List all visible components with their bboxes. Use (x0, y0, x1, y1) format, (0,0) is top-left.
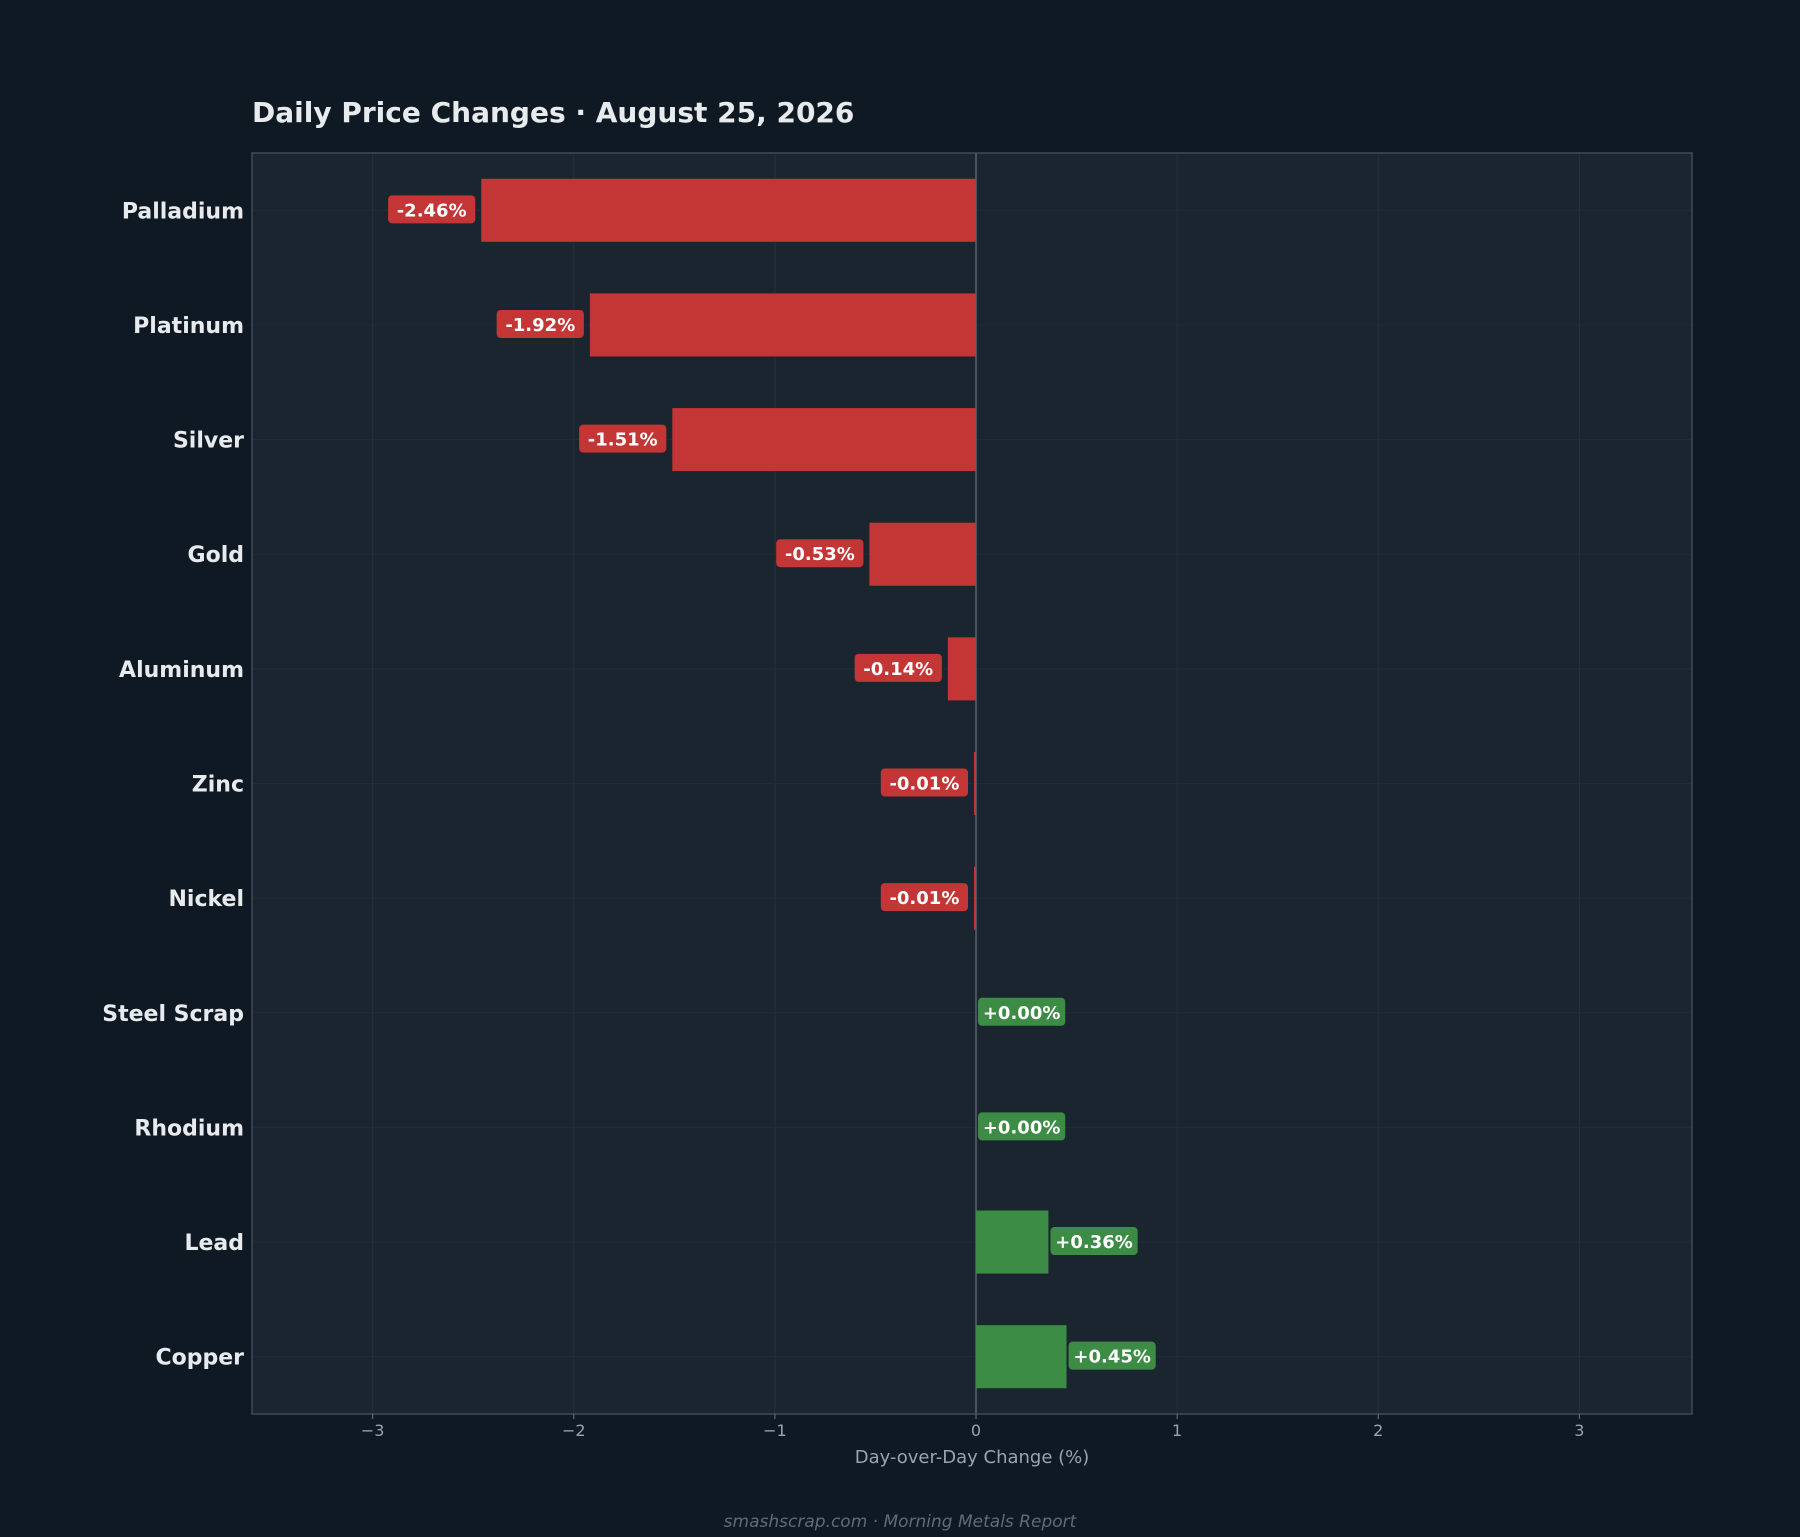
data-label-badge (1068, 1341, 1156, 1370)
x-tick-label: −2 (562, 1421, 586, 1440)
bar-aluminum (947, 637, 977, 701)
data-label-badge (978, 997, 1066, 1026)
x-axis-label: Day-over-Day Change (%) (855, 1447, 1090, 1468)
bar-silver (672, 408, 977, 472)
bar-lead (976, 1210, 1049, 1274)
data-label-badge (388, 195, 476, 224)
data-label: +0.00% (983, 1117, 1061, 1138)
x-tick-labels: −3 −2 −1 0 1 2 3 (361, 1414, 1584, 1440)
data-label: -0.01% (889, 774, 959, 795)
data-label: -1.51% (588, 430, 658, 451)
data-label: -1.92% (505, 315, 575, 336)
data-label: -2.46% (397, 200, 467, 221)
x-tick-label: −3 (361, 1421, 385, 1440)
data-label-badge (1050, 1227, 1138, 1256)
x-tick-label: 2 (1373, 1421, 1383, 1440)
category-label: Zinc (192, 773, 244, 798)
x-tick-label: 0 (971, 1421, 981, 1440)
data-label-badge (854, 653, 942, 682)
bar-gold (869, 522, 977, 586)
chart-title: Daily Price Changes · August 25, 2026 (252, 96, 854, 129)
data-label: +0.36% (1055, 1232, 1133, 1253)
category-label: Aluminum (119, 658, 244, 683)
bar-zinc (974, 751, 977, 816)
category-label: Nickel (169, 887, 245, 912)
data-label: -0.01% (889, 888, 959, 909)
data-label-badge (880, 883, 969, 912)
plot-frame (251, 152, 1693, 1415)
data-label: +0.00% (983, 1003, 1061, 1024)
bars (481, 178, 1067, 1389)
category-label: Steel Scrap (102, 1002, 244, 1027)
x-tick-label: 1 (1172, 1421, 1182, 1440)
category-label: Copper (155, 1346, 244, 1371)
category-label: Silver (173, 429, 244, 454)
data-label: -0.14% (863, 659, 933, 680)
x-tick-label: 3 (1574, 1421, 1584, 1440)
x-tick-label: −1 (763, 1421, 787, 1440)
footer-credit: smashscrap.com · Morning Metals Report (724, 1512, 1078, 1532)
data-label-badge (496, 309, 584, 338)
data-label-badge (880, 768, 969, 797)
data-labels: -2.46% -1.92% -1.51% -0.53% -0.14% -0.01% -0.0… (388, 195, 1156, 1370)
bar-nickel (974, 866, 977, 930)
category-labels: Palladium Platinum Silver Gold Aluminum Zinc N… (102, 199, 244, 1370)
data-label-badge (776, 539, 864, 568)
bar-copper (976, 1325, 1067, 1389)
category-label: Rhodium (134, 1116, 244, 1141)
category-label: Palladium (122, 199, 244, 224)
category-label: Gold (188, 543, 244, 568)
category-label: Platinum (133, 314, 244, 339)
bar-platinum (589, 293, 977, 357)
category-label: Lead (184, 1231, 244, 1256)
data-label-badge (978, 1112, 1066, 1141)
data-label: -0.53% (785, 544, 855, 565)
data-label-badge (579, 424, 667, 453)
bar-palladium (481, 178, 977, 242)
data-label: +0.45% (1073, 1347, 1151, 1368)
